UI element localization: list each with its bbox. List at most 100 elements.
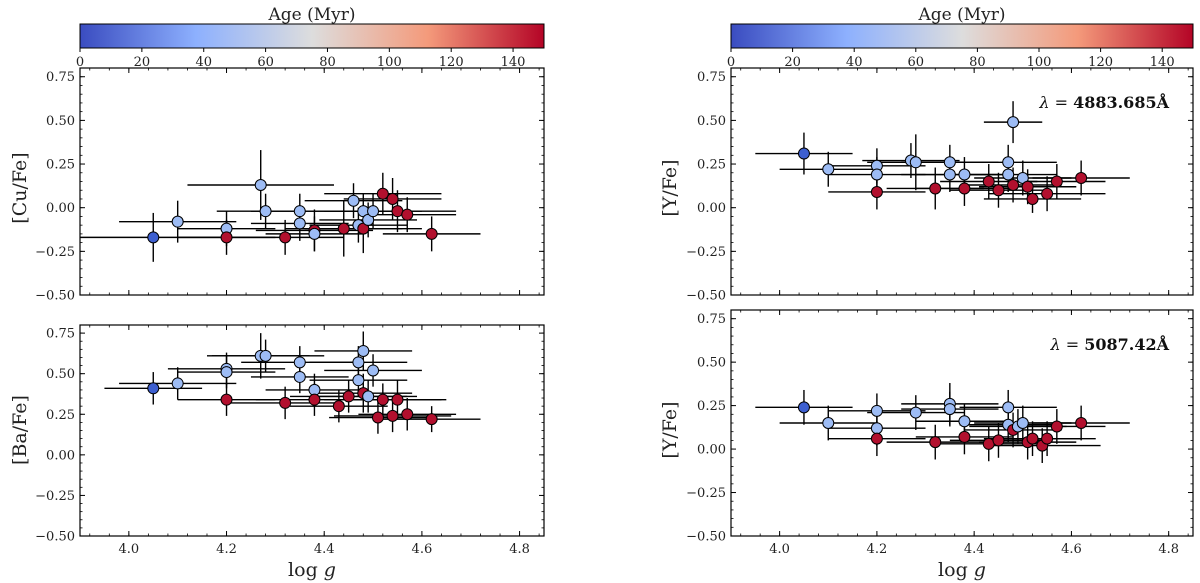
data-point — [992, 434, 1005, 447]
x-tick-label: 4.2 — [867, 542, 888, 557]
y-tick-label: 0.25 — [46, 408, 75, 423]
data-point — [822, 417, 835, 429]
data-point — [220, 393, 233, 406]
data-point — [337, 222, 350, 235]
x-tick-label: 4.4 — [964, 542, 985, 557]
data-point — [1016, 417, 1029, 429]
data-point — [254, 178, 267, 191]
data-point — [958, 168, 971, 181]
colorbar-gradient — [730, 23, 1194, 49]
data-point — [943, 168, 956, 181]
data-point — [352, 356, 365, 369]
data-point — [147, 231, 160, 244]
x-axis-label: log g — [288, 559, 336, 581]
data-point — [929, 436, 942, 449]
y-tick-label: 0.50 — [697, 114, 726, 129]
y-tick-label: 0.50 — [697, 356, 726, 371]
x-axis-label: log g — [938, 559, 986, 581]
colorbar-gradient — [79, 23, 545, 49]
data-point — [293, 205, 306, 218]
plot-frame — [79, 67, 545, 296]
x-tick-label: 4.2 — [216, 542, 237, 557]
plot-frame — [79, 324, 545, 537]
data-point — [958, 430, 971, 443]
data-point — [1021, 180, 1034, 193]
data-point — [1002, 156, 1015, 169]
data-point — [425, 413, 438, 426]
data-point — [357, 344, 370, 357]
y-tick-label: −0.25 — [686, 245, 726, 260]
data-point — [332, 400, 345, 413]
y-tick-label: −0.50 — [686, 530, 726, 545]
data-point — [362, 390, 375, 403]
data-point — [797, 401, 810, 414]
data-point — [870, 168, 883, 181]
y-axis-label: [Y/Fe] — [659, 401, 681, 458]
data-point — [352, 374, 365, 387]
plot-frame — [730, 309, 1194, 537]
panel-cu-fe: [Cu/Fe] −0.50 −0.25 0.00 0.25 0.50 0.75 — [9, 67, 545, 304]
data-point — [1026, 432, 1039, 445]
data-point — [909, 156, 922, 169]
data-point — [386, 409, 399, 422]
y-tick-label: 0.25 — [46, 158, 75, 173]
colorbar-tick-label: 80 — [319, 55, 336, 70]
x-tick-label: 4.0 — [118, 542, 139, 557]
colorbar-right: Age (Myr) 0 20 40 60 80 100 120 140 — [727, 5, 1194, 70]
colorbar-tick-label: 100 — [377, 55, 402, 70]
x-tick-label: 4.6 — [412, 542, 433, 557]
y-tick-label: 0.75 — [46, 70, 75, 85]
panel-y-fe-5087: [Y/Fe] log g −0.50 −0.25 0.00 0.25 0.50 0.75 4… — [659, 309, 1194, 581]
y-tick-label: −0.25 — [35, 245, 75, 260]
data-point — [1007, 116, 1020, 129]
data-point — [870, 404, 883, 417]
colorbar-tick-label: 40 — [846, 55, 863, 70]
y-axis-label: [Cu/Fe] — [9, 152, 31, 223]
x-tick-label: 4.6 — [1061, 542, 1082, 557]
data-point — [1050, 175, 1063, 188]
y-tick-label: −0.50 — [686, 289, 726, 304]
colorbar-tick-label: 0 — [76, 55, 84, 70]
colorbar-tick-label: 60 — [908, 55, 925, 70]
y-tick-label: −0.25 — [35, 489, 75, 504]
data-point — [367, 364, 380, 377]
data-point — [1075, 417, 1088, 429]
y-tick-label: 0.25 — [697, 399, 726, 414]
colorbar-ticks: 0 20 40 60 80 100 120 140 — [76, 48, 525, 70]
data-point — [982, 175, 995, 188]
data-point — [342, 390, 355, 403]
colorbar-ticks: 0 20 40 60 80 100 120 140 — [727, 48, 1175, 70]
colorbar-tick-label: 20 — [784, 55, 801, 70]
y-tick-label: −0.25 — [686, 486, 726, 501]
colorbar-tick-label: 0 — [727, 55, 735, 70]
y-tick-label: −0.50 — [35, 530, 75, 545]
data-point — [929, 182, 942, 195]
data-point — [870, 432, 883, 445]
colorbar-title: Age (Myr) — [917, 5, 1005, 25]
x-tick-label: 4.4 — [314, 542, 335, 557]
data-point — [1026, 192, 1039, 205]
data-point — [958, 182, 971, 195]
data-point — [171, 377, 184, 390]
data-point — [293, 370, 306, 383]
y-tick-label: 0.75 — [697, 70, 726, 85]
data-point — [943, 156, 956, 169]
y-tick-label: 0.00 — [697, 201, 726, 216]
colorbar-tick-label: 140 — [1150, 55, 1175, 70]
y-tick-label: 0.25 — [697, 158, 726, 173]
y-tick-label: 0.00 — [46, 201, 75, 216]
data-point — [367, 205, 380, 218]
colorbar-tick-label: 120 — [439, 55, 464, 70]
colorbar-tick-label: 120 — [1088, 55, 1113, 70]
x-tick-label: 4.0 — [769, 542, 790, 557]
data-point — [386, 192, 399, 205]
data-point — [1007, 178, 1020, 191]
data-point — [220, 231, 233, 244]
data-point — [293, 217, 306, 230]
data-point — [958, 415, 971, 428]
data-point — [425, 227, 438, 240]
data-point — [391, 393, 404, 406]
data-point — [220, 366, 233, 379]
data-point — [279, 231, 292, 244]
x-tick-label: 4.8 — [1158, 542, 1179, 557]
